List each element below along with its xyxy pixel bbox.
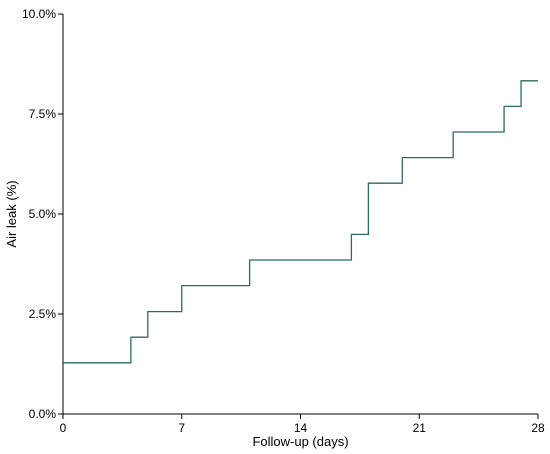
x-axis: 0 7 14 21 28 [60,413,545,435]
y-tick-label: 10.0% [22,7,56,21]
y-axis-title: Air leak (%) [4,180,19,247]
y-tick-label: 0.0% [29,407,57,421]
x-tick-label: 28 [531,421,545,435]
y-tick-label: 2.5% [29,307,57,321]
air-leak-step-line [63,80,538,364]
y-axis: 0.0% 2.5% 5.0% 7.5% 10.0% [22,7,64,421]
x-tick-label: 14 [294,421,308,435]
x-axis-title: Follow-up (days) [252,434,348,449]
x-tick-label: 7 [178,421,185,435]
x-tick-label: 21 [413,421,427,435]
x-tick-label: 0 [60,421,67,435]
y-tick-label: 5.0% [29,207,57,221]
y-tick-label: 7.5% [29,107,57,121]
series-layer [63,80,538,364]
